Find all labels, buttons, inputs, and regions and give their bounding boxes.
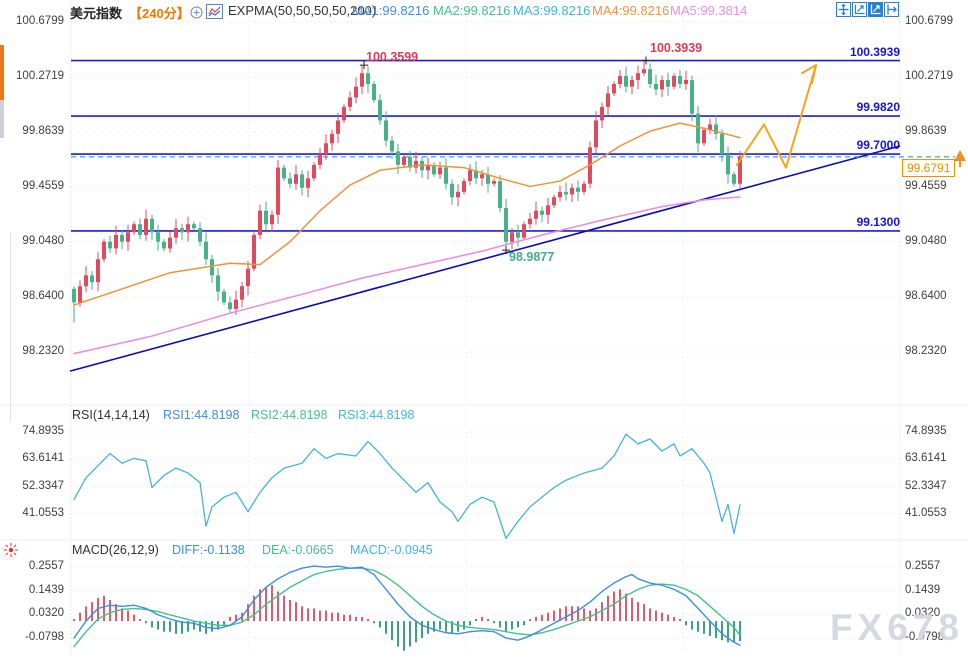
level-label-3[interactable]: 99.7000 <box>856 138 900 152</box>
hotspot-target-icon[interactable] <box>3 542 19 563</box>
peak-annotation-1: 100.3599 <box>366 50 419 64</box>
ma4-value: MA4:99.8216 <box>592 3 670 18</box>
macd-hist-value: MACD:-0.0945 <box>350 543 433 557</box>
current-price-tag: 99.6791 <box>902 159 956 177</box>
move-tool-icon[interactable] <box>836 2 851 17</box>
ma3-value: MA3:99.8216 <box>513 3 591 18</box>
left-divider <box>10 232 11 422</box>
left-scrollbar-thumb[interactable] <box>0 45 4 100</box>
period-selector[interactable]: 【240分】 <box>129 6 190 21</box>
watermark: FX678 <box>829 607 964 648</box>
level-label-1[interactable]: 100.3939 <box>849 45 900 59</box>
macd-dea-value: DEA:-0.0665 <box>262 543 334 557</box>
level-label-2[interactable]: 99.9820 <box>856 100 900 114</box>
rsi3-value: RSI3:44.8198 <box>338 408 415 422</box>
rsi1-value: RSI1:44.8198 <box>163 408 240 422</box>
add-indicator-icon[interactable] <box>190 6 203 24</box>
macd-title[interactable]: MACD(26,12,9) <box>72 543 159 557</box>
symbol-title: 美元指数 <box>70 6 123 21</box>
ma2-value: MA2:99.8216 <box>433 3 511 18</box>
price-up-arrow-icon <box>952 149 968 174</box>
macd-diff-value: DIFF:-0.1138 <box>172 543 245 557</box>
left-scrollbar-track <box>0 100 4 138</box>
low-annotation: 98.9877 <box>509 250 555 264</box>
rsi2-value: RSI2:44.8198 <box>251 408 328 422</box>
zoom-axes-icon[interactable] <box>852 2 867 17</box>
chart-type-icon[interactable] <box>206 4 223 24</box>
ma5-value: MA5:99.3814 <box>670 3 748 18</box>
pan-right-icon[interactable] <box>884 2 899 17</box>
scale-axes-icon-active[interactable] <box>868 2 883 17</box>
indicator-title[interactable]: EXPMA(50,50,50,50,200) <box>228 3 377 18</box>
rsi-title[interactable]: RSI(14,14,14) <box>72 408 150 422</box>
ma1-value: MA1:99.8216 <box>352 3 430 18</box>
level-label-4[interactable]: 99.1300 <box>856 215 900 229</box>
peak-annotation-2: 100.3939 <box>650 41 703 55</box>
